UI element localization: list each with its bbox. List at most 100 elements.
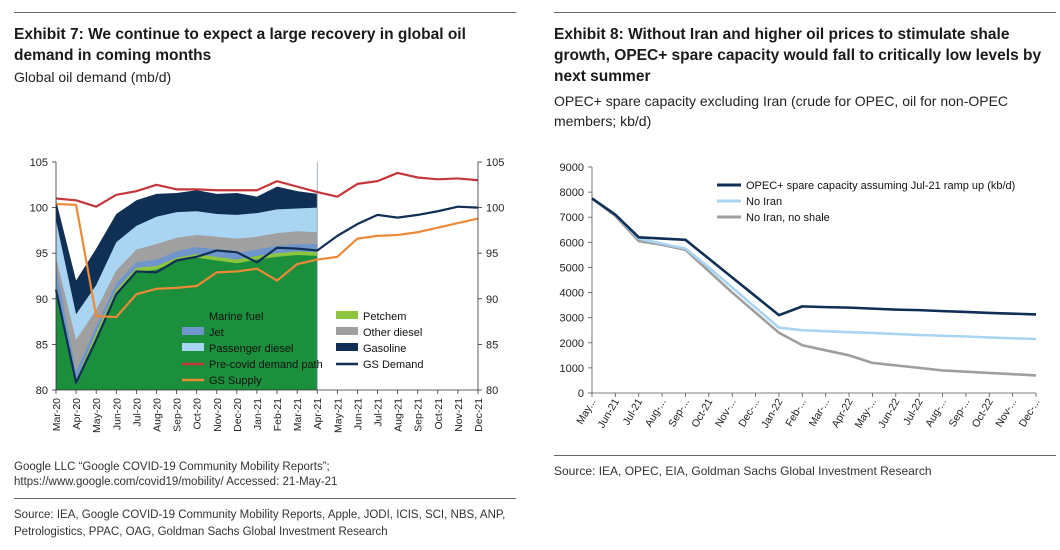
y-tick-label: 2000 [560, 338, 584, 350]
exhibit-7-footnote-2: https://www.google.com/covid19/mobility/… [14, 476, 338, 488]
y-tick-label: 4000 [560, 288, 584, 300]
legend-label-jet: Jet [209, 327, 224, 339]
legend-label-marine_fuel: Marine fuel [209, 311, 263, 323]
x-tick-label: Jan-21 [252, 398, 264, 430]
line-series-0 [591, 197, 1037, 317]
x-tick-label: Sep-20 [172, 398, 184, 432]
legend-label-2: No Iran, no shale [746, 212, 830, 224]
legend-swatch-gasoline [336, 343, 358, 351]
y2-tick-label: 95 [486, 248, 498, 260]
x-tick-label: Jun-21 [596, 396, 623, 430]
line-precovid [55, 171, 479, 208]
legend-label-passenger_diesel: Passenger diesel [209, 343, 293, 355]
y2-tick-label: 85 [486, 339, 498, 351]
axes: 80 85 90 95 100 105 80 85 90 95 100 105 Mar-20 Apr-20… [30, 157, 505, 433]
x-tick-label: Aug-... [923, 397, 949, 430]
y-tick-label: 3000 [560, 313, 584, 325]
y-tick-label: 80 [36, 385, 48, 397]
y-tick-label: 85 [36, 339, 48, 351]
exhibit-8-title-2: growth, OPEC+ spare capacity would fall … [554, 47, 1042, 64]
x-tick-label: Jul-22 [901, 396, 926, 427]
exhibit-7-source-1: Source: IEA, Google COVID-19 Community M… [14, 509, 506, 521]
x-tick-label: Oct-21 [433, 398, 445, 430]
x-tick-label: Jul-20 [131, 398, 143, 427]
x-tick-label: May... [574, 397, 598, 427]
y2-tick-label: 90 [486, 294, 498, 306]
legend-label-0: OPEC+ spare capacity assuming Jul-21 ram… [746, 180, 1015, 192]
x-tick-label: Jul-21 [373, 398, 385, 427]
x-tick-label: Nov-... [993, 397, 1019, 430]
legend-label-gs_supply: GS Supply [209, 375, 262, 387]
legend-swatch-marine_fuel [182, 311, 204, 319]
x-tick-label: Sep-... [666, 397, 692, 430]
x-tick-label: Sep-... [947, 397, 973, 430]
legend-swatch-petchem [336, 311, 358, 319]
x-tick-label: Dec-... [1017, 397, 1043, 430]
source-rule [14, 498, 516, 499]
x-tick-label: Sep-21 [413, 398, 425, 432]
x-tick-label: Jan-22 [759, 396, 786, 430]
line-gs_supply [55, 202, 479, 319]
exhibit-7-title: Exhibit 7: We continue to expect a large… [14, 26, 466, 64]
legend-swatch-other_diesel [336, 327, 358, 335]
exhibit-8-panel: Exhibit 8: Without Iran and higher oil p… [540, 0, 1060, 550]
y-tick-label: 0 [578, 388, 584, 400]
exhibit-8-source: Source: IEA, OPEC, EIA, Goldman Sachs Gl… [554, 464, 932, 478]
legend-label-gs_demand: GS Demand [363, 359, 424, 371]
y-tick-label: 95 [36, 248, 48, 260]
legend-label-1: No Iran [746, 196, 782, 208]
x-tick-label: Oct-22 [970, 396, 996, 429]
x-tick-label: Nov-... [713, 397, 739, 430]
y-tick-label: 1000 [560, 363, 584, 375]
source-rule [554, 455, 1056, 456]
stacked-areas [56, 162, 318, 390]
top-rule [554, 12, 1056, 13]
y-tick-label: 5000 [560, 262, 584, 274]
x-tick-label: Apr-21 [312, 398, 324, 430]
exhibit-8-subtitle-1: OPEC+ spare capacity excluding Iran (cru… [554, 93, 1009, 109]
legend-swatch-jet [182, 327, 204, 335]
line-series-2 [591, 197, 1037, 377]
exhibit-7-subtitle: Global oil demand (mb/d) [14, 69, 172, 85]
legend-label-petchem: Petchem [363, 311, 406, 323]
x-tick-label: May-... [853, 397, 879, 431]
exhibit-7-source-2: Petrologistics, PPAC, OAG, Goldman Sachs… [14, 526, 388, 538]
legend-label-gasoline: Gasoline [363, 343, 406, 355]
x-tick-label: Aug-20 [151, 398, 163, 432]
x-tick-label: Dec-20 [232, 398, 244, 432]
x-tick-label: Jun-21 [352, 398, 364, 430]
legend-label-other_diesel: Other diesel [363, 327, 422, 339]
exhibit-8-subtitle-2: members; kb/d) [554, 113, 652, 129]
x-tick-label: Aug-... [643, 397, 669, 430]
exhibit-7-panel: Exhibit 7: We continue to expect a large… [0, 0, 520, 550]
line-series [591, 197, 1037, 377]
y-tick-label: 8000 [560, 187, 584, 199]
line-series-1 [591, 197, 1037, 341]
x-tick-label: Jun-22 [876, 396, 903, 430]
x-tick-label: Nov-20 [212, 398, 224, 432]
exhibit-8-title-1: Exhibit 8: Without Iran and higher oil p… [554, 26, 1010, 43]
line-series [54, 171, 479, 384]
y2-tick-label: 100 [486, 203, 504, 215]
legend-label-precovid: Pre-covid demand path [209, 359, 323, 371]
x-tick-label: Oct-21 [689, 396, 715, 429]
legend-swatch-passenger_diesel [182, 343, 204, 351]
y-tick-label: 105 [30, 157, 48, 169]
exhibit-8-chart: 0 1000 2000 3000 4000 5000 6000 7000 8000 9000 May… [560, 162, 1043, 430]
x-tick-label: Apr-20 [71, 398, 83, 430]
axes: 0 1000 2000 3000 4000 5000 6000 7000 8000 9000 May… [560, 162, 1043, 430]
exhibit-8-title-3: next summer [554, 68, 651, 85]
y-tick-label: 9000 [560, 162, 584, 174]
line-gs_demand [54, 205, 479, 384]
x-tick-label: Jun-20 [111, 398, 123, 430]
x-tick-label: Mar-20 [51, 398, 63, 431]
legend: Marine fuel Petchem Jet Other diesel Passeng… [182, 311, 424, 387]
y2-tick-label: 80 [486, 385, 498, 397]
x-tick-label: Oct-20 [192, 398, 204, 430]
x-tick-label: Feb-... [783, 397, 809, 429]
y-tick-label: 6000 [560, 237, 584, 249]
x-tick-label: Mar-21 [292, 398, 304, 431]
x-tick-label: May-21 [332, 398, 344, 433]
x-tick-label: May-20 [91, 398, 103, 433]
exhibit-7-footnote-1: Google LLC “Google COVID-19 Community Mo… [14, 461, 330, 473]
